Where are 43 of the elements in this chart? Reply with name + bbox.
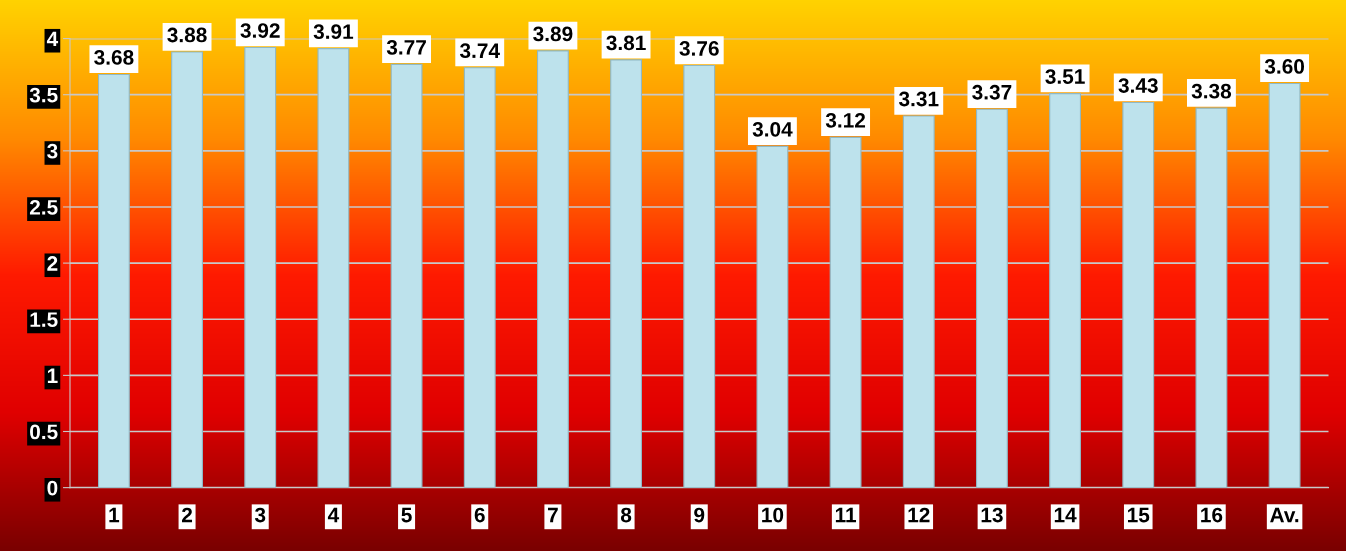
x-tick-label: 13 [981, 507, 1003, 523]
data-label: 3.12 [825, 112, 866, 128]
data-label: 3.68 [94, 50, 134, 65]
x-tick-label: 5 [401, 507, 412, 523]
x-tick-label: Av. [1270, 507, 1299, 523]
x-tick-label: 2 [181, 507, 193, 523]
data-label: 3.43 [1118, 78, 1158, 93]
y-tick-label: 3.5 [29, 87, 58, 103]
y-tick-label: 1.5 [30, 312, 58, 327]
x-tick-label: 4 [327, 507, 340, 523]
x-tick-label: 3 [254, 507, 266, 523]
x-tick-label: 7 [548, 507, 558, 523]
data-label: 3.92 [240, 23, 280, 38]
data-label: 3.88 [167, 27, 207, 43]
x-tick-label: 15 [1127, 507, 1150, 523]
y-tick-label: 0.5 [30, 424, 58, 440]
data-label: 3.77 [386, 39, 426, 55]
data-label: 3.51 [1045, 69, 1085, 84]
y-tick-label: 0 [47, 480, 58, 496]
x-tick-label: 1 [109, 507, 120, 523]
data-label: 3.91 [313, 24, 354, 40]
data-label: 3.76 [679, 41, 719, 56]
data-label: 3.74 [459, 43, 500, 59]
x-tick-label: 14 [1054, 507, 1077, 523]
data-label: 3.81 [606, 35, 646, 51]
data-label: 3.37 [972, 84, 1012, 100]
y-tick-label: 1 [47, 368, 58, 383]
x-tick-label: 12 [908, 507, 930, 523]
x-tick-label: 16 [1201, 507, 1223, 523]
x-tick-label: 8 [620, 507, 632, 523]
data-label: 3.04 [752, 121, 793, 137]
data-label: 3.60 [1264, 59, 1305, 74]
y-tick-label: 2 [47, 256, 58, 271]
y-tick-label: 3 [47, 143, 58, 159]
x-tick-label: 11 [835, 507, 857, 523]
y-tick-label: 4 [46, 31, 59, 47]
x-tick-label: 10 [762, 507, 784, 523]
data-label: 3.89 [533, 26, 573, 42]
data-label: 3.31 [898, 91, 939, 107]
x-tick-label: 9 [694, 507, 705, 523]
x-tick-label: 6 [474, 507, 485, 523]
data-label: 3.38 [1191, 83, 1232, 99]
y-tick-label: 2.5 [29, 199, 58, 215]
